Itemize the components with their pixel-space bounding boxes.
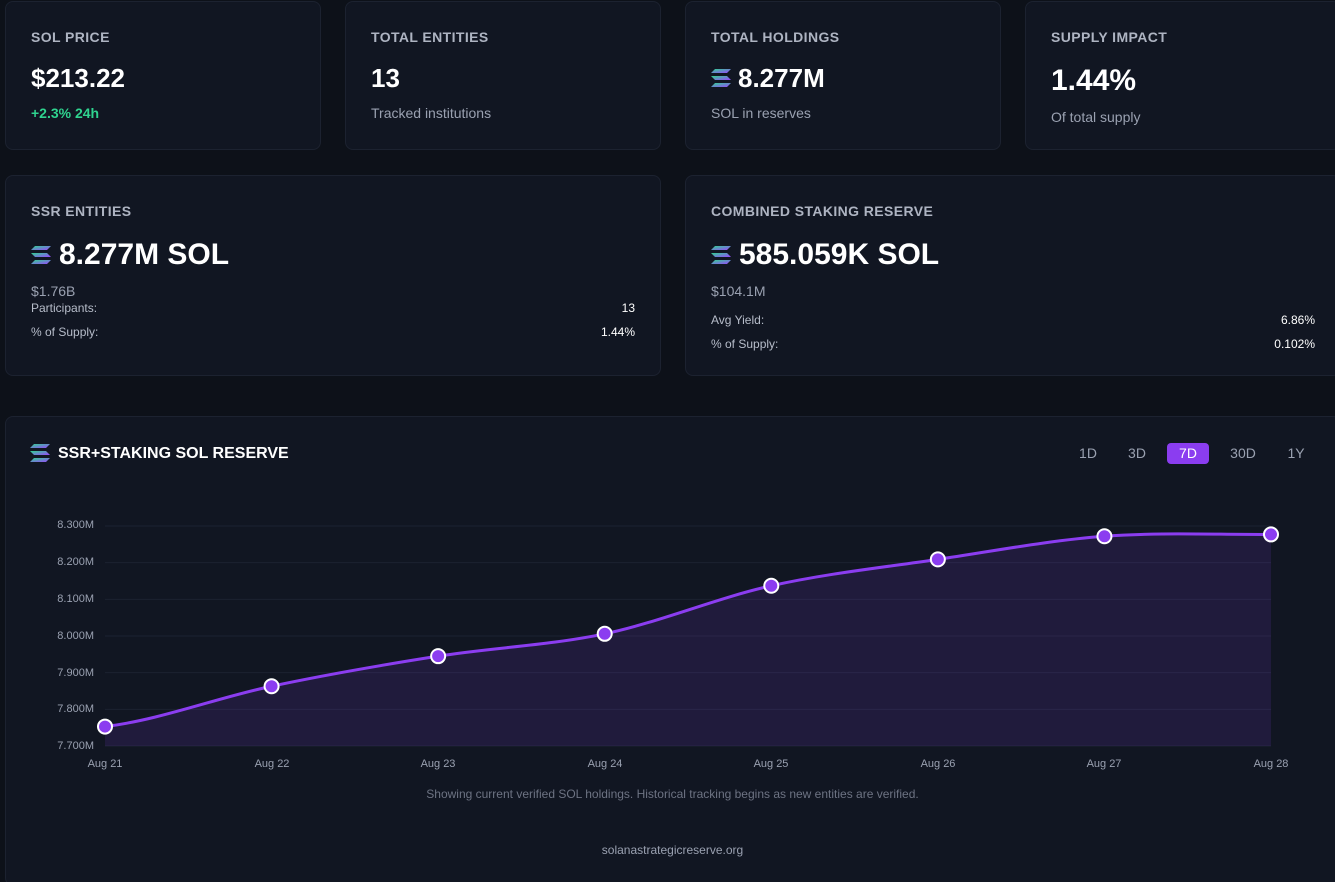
data-point[interactable] [97,718,113,735]
tab-7d[interactable]: 7D [1167,443,1209,464]
series-line [104,532,1272,729]
chart-title: SSR+STAKING SOL RESERVE [58,445,289,462]
x-tick-label: Aug 24 [587,758,623,770]
solana-logo-icon [30,444,50,462]
y-tick-label: 7.700M [57,740,94,752]
x-tick-label: Aug 26 [920,758,956,770]
sol-price-value: $213.22 [31,63,125,93]
x-tick-label: Aug 21 [87,758,123,770]
avg-yield-value: 6.86% [1280,313,1315,327]
y-tick-label: 8.000M [57,630,94,642]
tab-1d[interactable]: 1D [1079,445,1097,461]
sol-price-change: +2.3% 24h [31,105,100,121]
total-holdings-card: TOTAL HOLDINGS 8.277M SOL in reserves [685,1,1001,150]
ssr-entities-card: SSR ENTITIES 8.277M SOL $1.76B Participa… [5,175,661,376]
data-point[interactable] [596,625,613,642]
x-tick-label: Aug 27 [1086,758,1122,770]
combined-staking-label: COMBINED STAKING RESERVE [711,203,934,219]
staking-supply-label: % of Supply: [711,337,779,351]
supply-impact-sub: Of total supply [1051,109,1141,125]
area-fill [105,533,1271,746]
ssr-entities-value: 8.277M SOL [59,238,230,271]
y-tick-label: 8.200M [57,556,94,568]
tab-3d[interactable]: 3D [1128,445,1146,461]
supply-impact-value: 1.44% [1051,64,1137,97]
supply-impact-label: SUPPLY IMPACT [1051,29,1168,45]
avg-yield-label: Avg Yield: [711,313,765,327]
supply-impact-card: SUPPLY IMPACT 1.44% Of total supply [1025,1,1335,150]
ssr-entities-label: SSR ENTITIES [31,203,132,219]
combined-staking-card: COMBINED STAKING RESERVE 585.059K SOL $1… [685,175,1335,376]
data-point[interactable] [430,648,447,665]
ssr-supply-value: 1.44% [600,325,635,339]
data-point[interactable] [763,577,780,594]
participants-label: Participants: [31,301,98,315]
data-point[interactable] [1096,528,1113,545]
staking-supply-value: 0.102% [1274,337,1315,351]
footer-link[interactable]: solanastrategicreserve.org [601,843,744,857]
x-tick-label: Aug 25 [753,758,789,770]
sol-price-label: SOL PRICE [31,29,110,45]
x-tick-label: Aug 28 [1253,758,1289,770]
combined-staking-usd: $104.1M [711,283,766,299]
tab-1y[interactable]: 1Y [1287,445,1305,461]
x-tick-label: Aug 23 [420,758,456,770]
data-point[interactable] [929,551,946,568]
solana-logo-icon [711,246,731,264]
y-tick-label: 8.100M [57,593,94,605]
data-point[interactable] [1263,526,1279,543]
data-point[interactable] [263,678,280,695]
ssr-supply-label: % of Supply: [31,325,99,339]
ssr-entities-usd: $1.76B [31,283,76,299]
combined-staking-value: 585.059K SOL [739,238,940,271]
reserve-chart-card [5,416,1335,882]
chart-note: Showing current verified SOL holdings. H… [426,787,919,801]
y-tick-label: 8.300M [57,519,94,531]
tab-30d[interactable]: 30D [1230,445,1256,461]
total-holdings-sub: SOL in reserves [711,105,811,121]
solana-logo-icon [711,69,731,87]
sol-price-card: SOL PRICE $213.22 +2.3% 24h [5,1,321,150]
total-entities-value: 13 [371,63,400,93]
y-tick-label: 7.900M [57,667,94,679]
y-tick-label: 7.800M [57,703,94,715]
total-entities-sub: Tracked institutions [371,105,492,121]
participants-value: 13 [621,301,635,315]
total-entities-label: TOTAL ENTITIES [371,29,489,45]
total-holdings-label: TOTAL HOLDINGS [711,29,840,45]
total-holdings-value: 8.277M [738,63,825,93]
solana-logo-icon [31,246,51,264]
total-entities-card: TOTAL ENTITIES 13 Tracked institutions [345,1,661,150]
x-tick-label: Aug 22 [254,758,290,770]
